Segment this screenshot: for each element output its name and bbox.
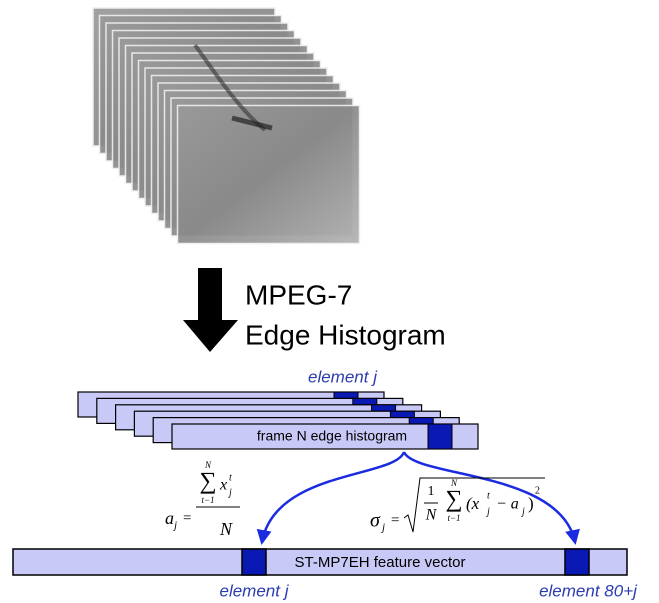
formula-part: ∑ xyxy=(445,487,462,513)
formula-part: − a xyxy=(496,496,519,513)
formula-part: 2 xyxy=(535,485,540,496)
formula-part: j xyxy=(520,506,525,517)
formula-part: t xyxy=(487,490,490,501)
formula-part: x xyxy=(219,477,227,494)
histogram-element xyxy=(334,392,358,398)
vector-label: ST-MP7EH feature vector xyxy=(295,554,466,571)
histogram-label: frame N edge histogram xyxy=(257,428,407,444)
histogram-element xyxy=(372,405,396,411)
formula-part: = xyxy=(391,512,399,528)
formula-part: a xyxy=(165,508,174,528)
formula-part: t−1 xyxy=(447,513,460,523)
formula-part: j xyxy=(227,487,232,498)
formula-part: N xyxy=(219,519,233,539)
formula-part: j xyxy=(380,522,385,534)
formula-part: j xyxy=(485,506,490,517)
histogram-element xyxy=(390,411,414,417)
arrow-label: MPEG-7 xyxy=(245,279,352,310)
formula-part: (x xyxy=(466,494,480,513)
vector-element xyxy=(242,549,266,575)
down-arrow xyxy=(183,268,238,352)
element-label: element j xyxy=(220,581,290,600)
histogram-element xyxy=(428,424,452,449)
element-label: element 80+j xyxy=(539,581,638,600)
video-frames xyxy=(93,8,360,244)
formula-part: t−1 xyxy=(201,495,214,505)
histogram-element xyxy=(409,418,433,424)
formula-part: = xyxy=(183,510,191,526)
vector-element xyxy=(565,549,589,575)
formula-part: N xyxy=(425,507,438,524)
element-label: element j xyxy=(308,367,378,386)
diagram: MPEG-7 Edge Histogram element j frame N … xyxy=(0,0,659,603)
formula-part: ∑ xyxy=(199,469,216,495)
formula-part: t xyxy=(229,472,232,483)
std-formula: σ j = 1 N N ∑ t−1 (x t j − a j ) 2 xyxy=(370,478,545,534)
arrow-label: Edge Histogram xyxy=(245,319,446,350)
formula-part: σ xyxy=(370,510,381,532)
histogram-stack: frame N edge histogram xyxy=(78,392,478,449)
formula-part: ) xyxy=(528,494,534,513)
mean-formula: a j = N ∑ t−1 x t j N xyxy=(165,460,240,539)
formula-part: 1 xyxy=(428,484,435,499)
histogram-element xyxy=(353,398,377,404)
